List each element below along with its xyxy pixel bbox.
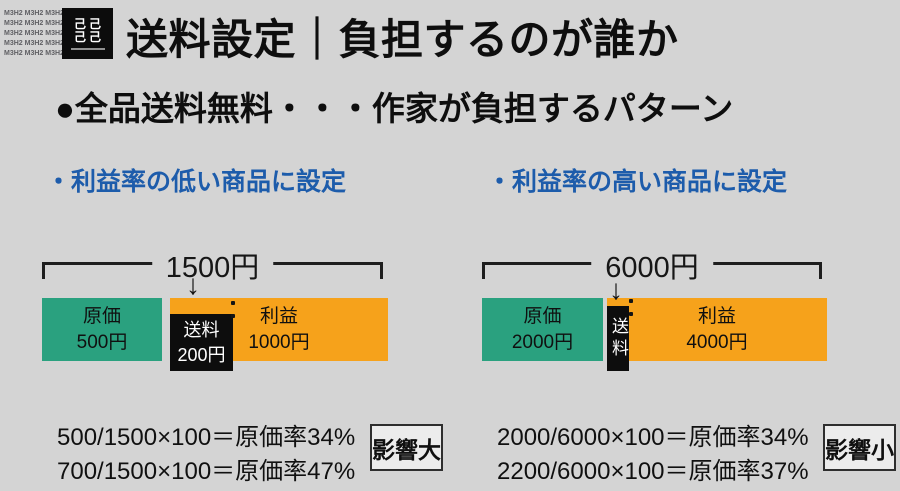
cost-segment: 原価 500円 (42, 298, 162, 361)
profit-segment: 利益 4000円 (607, 298, 827, 361)
logo-glyph-grid: 己 己 己 己 (73, 16, 102, 44)
down-arrow-icon: ↓ (186, 269, 200, 300)
shipping-label: 送料 (609, 316, 628, 361)
total-price-label: 6000円 (591, 244, 713, 286)
profit-label: 利益 (697, 305, 736, 327)
watermark-line: M3H2 M3H2 M3H2 (4, 10, 64, 17)
dotted-divider (231, 301, 235, 327)
profit-value: 1000円 (248, 331, 310, 353)
total-price-label: 1500円 (151, 244, 274, 286)
panel-left-heading: ・利益率の低い商品に設定 (46, 168, 347, 196)
logo-caption (70, 47, 105, 50)
price-bar-left: 原価 500円 利益 1000円 送料 200円 ↓ (42, 269, 388, 371)
page-title: 送料設定｜負担するのが誰か (126, 16, 679, 63)
watermark-text: M3H2 M3H2 M3H2 M3H2 M3H2 M3H2 M3H2 M3H2 … (4, 9, 64, 59)
formula-line: 700/1500×100＝原価率47% (57, 458, 356, 485)
impact-badge-small: 影響小 (823, 424, 896, 471)
formulas-left: 500/1500×100＝原価率34% 700/1500×100＝原価率47% (57, 421, 355, 489)
total-bracket-right: 6000円 (482, 244, 822, 286)
watermark-line: M3H2 M3H2 M3H2 (4, 30, 64, 37)
watermark-line: M3H2 M3H2 M3H2 (4, 50, 64, 57)
shipping-segment: 送料 (607, 306, 629, 371)
brand-logo: 己 己 己 己 (62, 8, 113, 59)
cost-value: 2000円 (511, 331, 574, 353)
formula-line: 2000/6000×100＝原価率34% (497, 424, 809, 451)
watermark-line: M3H2 M3H2 M3H2 (4, 40, 64, 47)
logo-glyph-icon: 己 (73, 29, 86, 44)
shipping-segment: 送料 200円 (170, 314, 233, 371)
impact-badge-large: 影響大 (370, 424, 443, 471)
profit-value: 4000円 (686, 331, 748, 353)
total-bracket-left: 1500円 (42, 244, 383, 286)
formulas-right: 2000/6000×100＝原価率34% 2200/6000×100＝原価率37… (497, 421, 809, 489)
price-bar-right: 原価 2000円 利益 4000円 送料 ↓ (482, 274, 827, 371)
logo-glyph-icon: 己 (88, 29, 101, 44)
shipping-label: 送料 (183, 319, 220, 340)
cost-value: 500円 (76, 331, 128, 353)
cost-label: 原価 (82, 305, 121, 327)
shipping-value: 200円 (177, 344, 226, 365)
cost-segment: 原価 2000円 (482, 298, 603, 361)
formula-line: 500/1500×100＝原価率34% (57, 424, 356, 451)
cost-label: 原価 (523, 305, 562, 327)
formula-line: 2200/6000×100＝原価率37% (497, 458, 809, 485)
down-arrow-icon: ↓ (609, 274, 623, 305)
logo-glyph-icon: 己 (88, 16, 101, 31)
section-subtitle: ●全品送料無料・・・作家が負担するパターン (55, 90, 734, 127)
profit-label: 利益 (259, 305, 298, 327)
logo-glyph-icon: 己 (73, 16, 86, 31)
panel-right-heading: ・利益率の高い商品に設定 (487, 168, 788, 196)
dotted-divider (629, 299, 633, 325)
watermark-line: M3H2 M3H2 M3H2 (4, 20, 64, 27)
